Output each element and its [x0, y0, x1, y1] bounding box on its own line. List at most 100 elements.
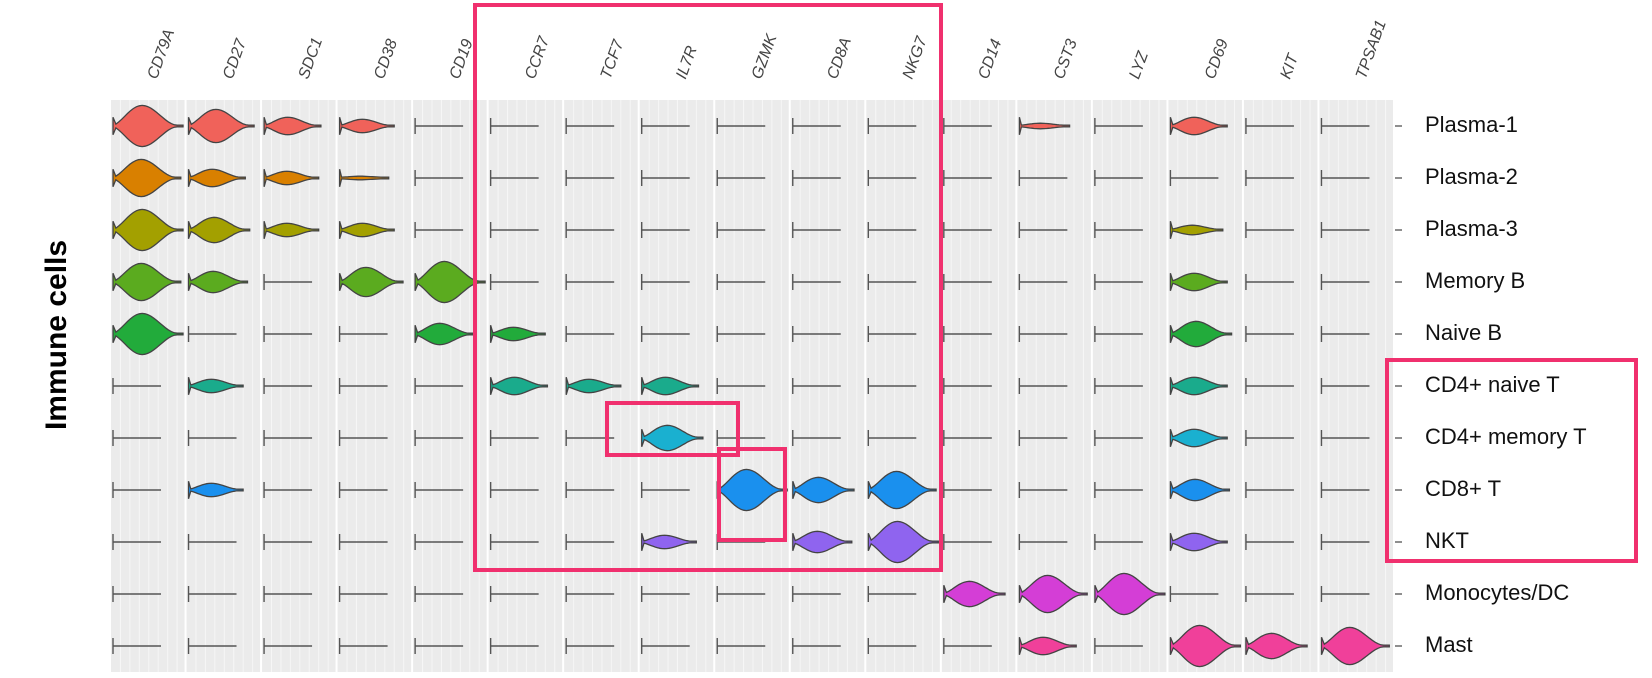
violin	[1320, 222, 1370, 238]
violin	[641, 533, 697, 551]
row-label: Mast	[1425, 632, 1473, 657]
violin	[792, 586, 841, 602]
violin	[1169, 272, 1228, 292]
row-label: Plasma-3	[1425, 216, 1518, 241]
violin	[112, 158, 182, 198]
gene-label: CD8A	[824, 35, 855, 81]
violin	[112, 430, 161, 446]
gene-label: CST3	[1051, 37, 1081, 81]
gene-label: LYZ	[1126, 48, 1152, 81]
violin	[1169, 624, 1242, 668]
violin	[263, 482, 313, 498]
violin	[112, 208, 184, 252]
violin	[1094, 638, 1143, 654]
violin	[1245, 586, 1294, 602]
violin	[1169, 428, 1228, 448]
violin	[1018, 636, 1077, 656]
gene-label: CD14	[975, 37, 1005, 81]
gene-label: SDC1	[296, 35, 327, 81]
violin	[1018, 482, 1068, 498]
violin	[338, 266, 404, 298]
violin	[867, 118, 917, 134]
violin	[1320, 274, 1370, 290]
violin	[263, 326, 313, 342]
gene-label: CD19	[447, 37, 477, 81]
row-label: Plasma-1	[1425, 112, 1518, 137]
violin	[1320, 118, 1370, 134]
violin	[867, 586, 917, 602]
violin	[716, 274, 766, 290]
violin	[263, 638, 313, 654]
violin	[112, 104, 184, 148]
violin	[489, 222, 539, 238]
violin	[867, 222, 917, 238]
violin	[716, 430, 766, 446]
violin	[1094, 378, 1143, 394]
violin	[792, 274, 841, 290]
violin	[338, 221, 395, 239]
violin	[716, 638, 766, 654]
violin	[489, 274, 539, 290]
row-label: Naive B	[1425, 320, 1502, 345]
violin	[414, 482, 464, 498]
violin	[565, 222, 615, 238]
violin	[943, 482, 992, 498]
violin	[792, 118, 841, 134]
violin	[943, 222, 992, 238]
violin	[263, 274, 313, 290]
violin	[263, 116, 322, 136]
violin	[1245, 118, 1294, 134]
violin	[112, 378, 161, 394]
violin	[565, 274, 615, 290]
violin	[338, 326, 388, 342]
row-label: CD4+ naive T	[1425, 372, 1560, 397]
violin	[414, 170, 464, 186]
violin	[1094, 170, 1143, 186]
row-label: Monocytes/DC	[1425, 580, 1569, 605]
violin	[1245, 378, 1294, 394]
violin	[792, 638, 841, 654]
violin	[187, 216, 251, 244]
violin	[1094, 534, 1143, 550]
violin	[565, 118, 615, 134]
violin	[414, 222, 464, 238]
violin	[641, 482, 690, 498]
violin	[1320, 482, 1370, 498]
gene-label: GZMK	[749, 31, 781, 81]
violin	[1320, 430, 1370, 446]
violin	[1094, 572, 1166, 616]
gene-label: NKG7	[900, 34, 931, 82]
violin	[263, 586, 313, 602]
violin	[1094, 274, 1143, 290]
violin	[792, 430, 841, 446]
violin	[489, 638, 539, 654]
row-label: CD8+ T	[1425, 476, 1501, 501]
violin	[263, 430, 313, 446]
violin	[641, 638, 690, 654]
violin	[867, 520, 939, 564]
violin	[338, 430, 388, 446]
violin	[1245, 632, 1308, 660]
highlight-box	[605, 401, 740, 457]
violin	[414, 534, 464, 550]
violin	[792, 170, 841, 186]
violin	[489, 534, 539, 550]
violin	[716, 468, 788, 512]
violin	[1094, 118, 1143, 134]
violin	[1245, 170, 1294, 186]
violin	[943, 326, 992, 342]
violin	[1169, 376, 1228, 396]
violin	[565, 638, 615, 654]
violin	[716, 118, 766, 134]
gene-label: CD27	[220, 36, 250, 81]
violin	[1018, 117, 1071, 135]
violin	[1169, 221, 1224, 239]
violin	[716, 326, 766, 342]
violin	[565, 377, 622, 395]
violin	[792, 326, 841, 342]
violin	[792, 476, 855, 504]
gene-label: CD79A	[145, 27, 179, 81]
violin	[1169, 532, 1228, 552]
gene-label: CD69	[1202, 37, 1232, 81]
violin	[414, 586, 464, 602]
